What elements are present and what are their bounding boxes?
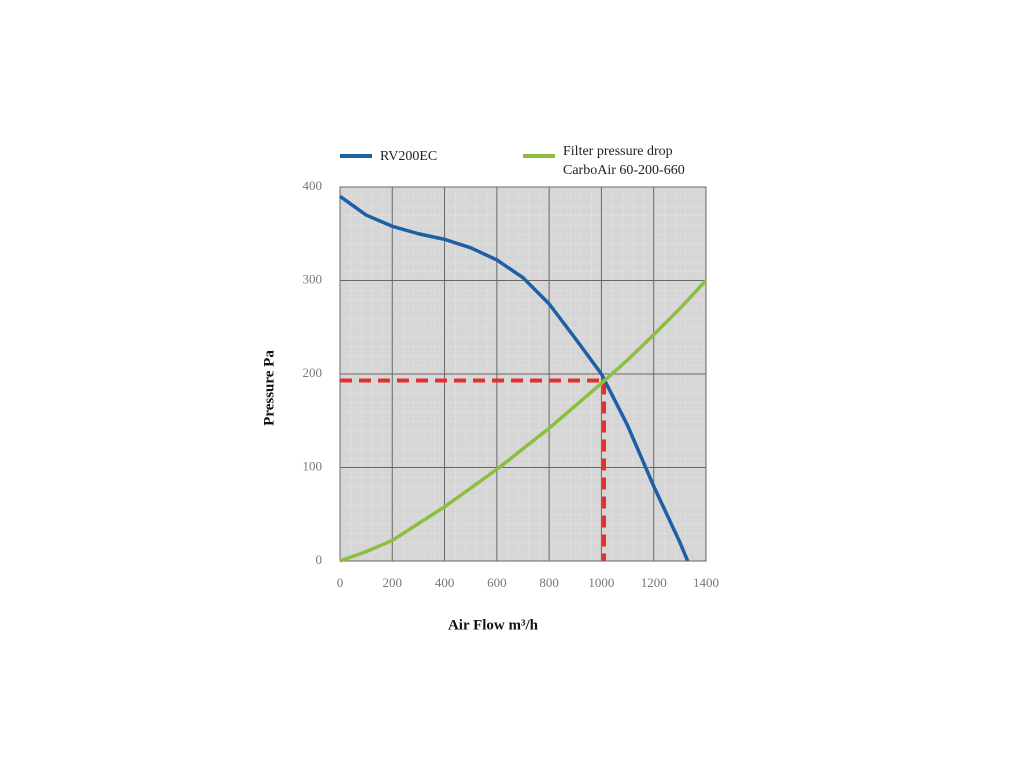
legend-label: Filter pressure drop CarboAir 60-200-660	[563, 144, 685, 178]
legend-label: RV200EC	[380, 149, 438, 164]
legend-swatch	[523, 154, 555, 158]
y-tick-label: 300	[303, 271, 323, 286]
y-tick-label: 100	[303, 458, 323, 473]
x-tick-label: 1000	[588, 575, 614, 590]
x-tick-label: 1400	[693, 575, 719, 590]
x-tick-label: 400	[435, 575, 455, 590]
x-tick-label: 0	[337, 575, 344, 590]
operating-point-guide	[340, 378, 607, 561]
x-tick-label: 200	[383, 575, 403, 590]
x-tick-label: 1200	[641, 575, 667, 590]
legend: RV200EC Filter pressure drop CarboAir 60-…	[340, 142, 740, 182]
y-tick-label: 200	[303, 365, 323, 380]
x-tick-label: 600	[487, 575, 507, 590]
line	[339, 279, 708, 563]
y-tick-label: 0	[316, 552, 323, 567]
x-axis-title: Air Flow m³/h	[448, 617, 539, 633]
y-axis-title: Pressure Pa	[261, 350, 277, 426]
legend-swatch	[340, 154, 372, 158]
x-tick-label: 800	[539, 575, 559, 590]
line	[338, 194, 690, 562]
y-tick-label: 400	[303, 178, 323, 193]
